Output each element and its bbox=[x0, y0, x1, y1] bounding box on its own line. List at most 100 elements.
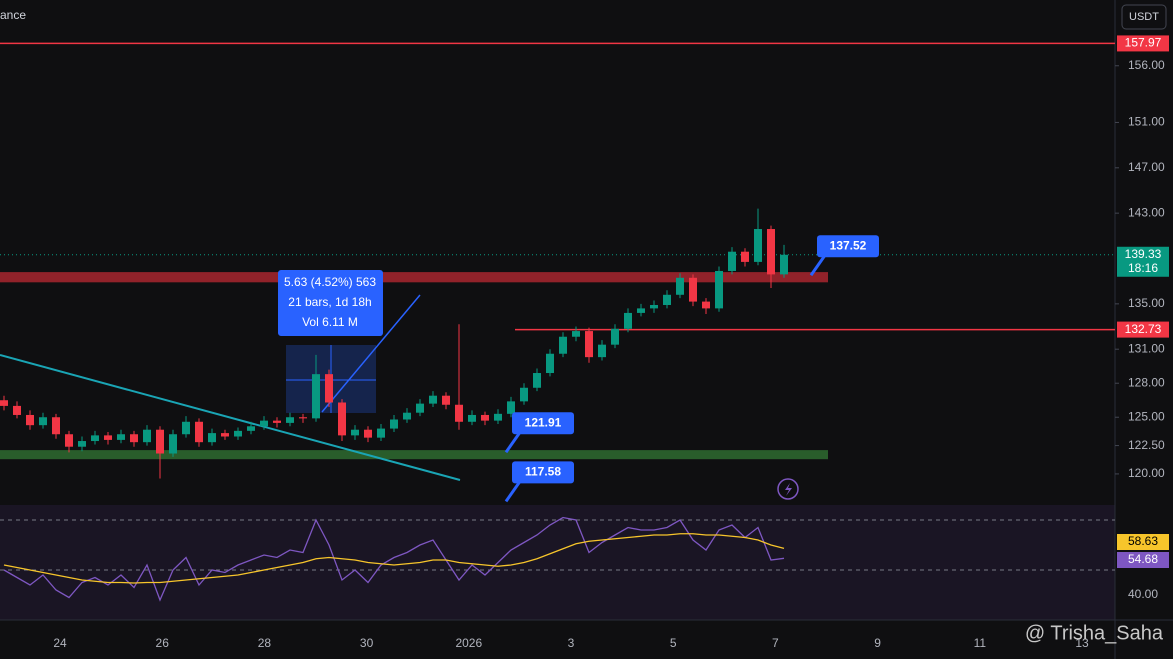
last-price-label: 139.33 bbox=[1125, 247, 1162, 261]
candle-body bbox=[156, 429, 164, 454]
candle-body bbox=[52, 417, 60, 435]
candle-body bbox=[767, 229, 775, 275]
candle-body bbox=[364, 429, 372, 438]
candle-body bbox=[780, 254, 788, 275]
candle-body bbox=[65, 434, 73, 447]
zone bbox=[0, 450, 828, 460]
callout-box bbox=[512, 412, 574, 435]
candle-body bbox=[507, 401, 515, 414]
candle-body bbox=[351, 429, 359, 436]
candle-body bbox=[78, 441, 86, 447]
candle-body bbox=[598, 344, 606, 358]
candle-body bbox=[624, 312, 632, 329]
callout-label: 121.91 bbox=[525, 415, 562, 429]
candle-body bbox=[299, 417, 307, 419]
candle-body bbox=[286, 417, 294, 423]
candle-body bbox=[585, 331, 593, 358]
currency-label: USDT bbox=[1129, 11, 1159, 23]
rsi-value-box bbox=[1117, 534, 1169, 550]
y-tick-label: 156.00 bbox=[1128, 58, 1165, 72]
candle-body bbox=[377, 428, 385, 438]
measure-label: Vol 6.11 M bbox=[302, 315, 358, 329]
x-tick-label: 7 bbox=[772, 636, 779, 650]
callout-label: 117.58 bbox=[525, 465, 561, 479]
candle-body bbox=[481, 414, 489, 421]
candle-body bbox=[117, 434, 125, 440]
candle-body bbox=[104, 435, 112, 440]
x-tick-label: 24 bbox=[53, 636, 67, 650]
y-tick-label: 135.00 bbox=[1128, 296, 1165, 310]
candle-body bbox=[728, 251, 736, 271]
y-tick-label: 143.00 bbox=[1128, 205, 1165, 219]
candle-body bbox=[208, 433, 216, 443]
candle-body bbox=[663, 294, 671, 305]
callout-pointer bbox=[504, 431, 522, 454]
zone bbox=[0, 272, 828, 283]
candle-body bbox=[702, 301, 710, 309]
trend-line bbox=[0, 354, 461, 481]
rsi-line bbox=[3, 533, 785, 584]
candle-body bbox=[234, 430, 242, 437]
alert-icon[interactable] bbox=[777, 478, 799, 500]
candle-body bbox=[39, 417, 47, 426]
y-tick-label: 120.00 bbox=[1128, 466, 1165, 480]
callout-pointer bbox=[504, 480, 522, 503]
candle-body bbox=[455, 404, 463, 422]
candle-body bbox=[442, 395, 450, 405]
y-tick-label: 147.00 bbox=[1128, 160, 1165, 174]
candle-body bbox=[312, 374, 320, 419]
x-tick-label: 3 bbox=[568, 636, 575, 650]
callout-label: 137.52 bbox=[830, 238, 867, 252]
candle-body bbox=[13, 405, 21, 415]
candle-body bbox=[754, 229, 762, 262]
callout-pointer bbox=[809, 254, 827, 277]
y-tick-label: 131.00 bbox=[1128, 341, 1165, 355]
rsi-line bbox=[3, 516, 785, 602]
candle-body bbox=[741, 251, 749, 262]
candle-body bbox=[403, 412, 411, 420]
candle-body bbox=[416, 403, 424, 413]
rsi-value-label: 58.63 bbox=[1128, 534, 1158, 548]
rsi-pane bbox=[0, 505, 1115, 620]
candle-body bbox=[689, 277, 697, 302]
x-tick-label: 30 bbox=[360, 636, 374, 650]
x-tick-label: 5 bbox=[670, 636, 677, 650]
countdown-label: 18:16 bbox=[1128, 261, 1158, 275]
candle-body bbox=[494, 413, 502, 421]
rsi-tick-label: 40.00 bbox=[1128, 587, 1158, 601]
y-tick-label: 122.50 bbox=[1128, 438, 1165, 452]
y-tick-label: 151.00 bbox=[1128, 115, 1165, 129]
alert-icon bbox=[785, 483, 792, 496]
watermark: @ Trisha_Saha bbox=[1025, 622, 1164, 644]
rsi-value-label: 54.68 bbox=[1128, 552, 1158, 566]
price-label: 132.73 bbox=[1125, 322, 1162, 336]
rsi-value-box bbox=[1117, 552, 1169, 568]
candle-body bbox=[390, 419, 398, 429]
candle-body bbox=[143, 429, 151, 443]
price-label: 157.97 bbox=[1125, 36, 1162, 50]
candle-body bbox=[715, 270, 723, 309]
candle-body bbox=[130, 434, 138, 443]
candle-body bbox=[637, 308, 645, 313]
candle-body bbox=[676, 277, 684, 295]
symbol-header: ance bbox=[0, 8, 26, 22]
candle-body bbox=[611, 328, 619, 345]
price-label-box bbox=[1117, 321, 1169, 338]
x-tick-label: 26 bbox=[156, 636, 170, 650]
y-tick-label: 125.00 bbox=[1128, 409, 1165, 423]
callout-box bbox=[512, 461, 574, 484]
callout-box bbox=[817, 235, 879, 258]
candle-body bbox=[221, 433, 229, 437]
candle-body bbox=[195, 421, 203, 443]
candle-body bbox=[559, 336, 567, 354]
y-tick-label: 128.00 bbox=[1128, 375, 1165, 389]
price-label-box bbox=[1117, 35, 1169, 52]
candle-body bbox=[325, 374, 333, 403]
last-price-box bbox=[1117, 246, 1169, 277]
candle-body bbox=[0, 400, 8, 406]
currency-button[interactable] bbox=[1121, 4, 1167, 30]
measure-label: 21 bars, 1d 18h bbox=[288, 295, 371, 309]
candle-body bbox=[26, 414, 34, 426]
candle-body bbox=[520, 387, 528, 402]
